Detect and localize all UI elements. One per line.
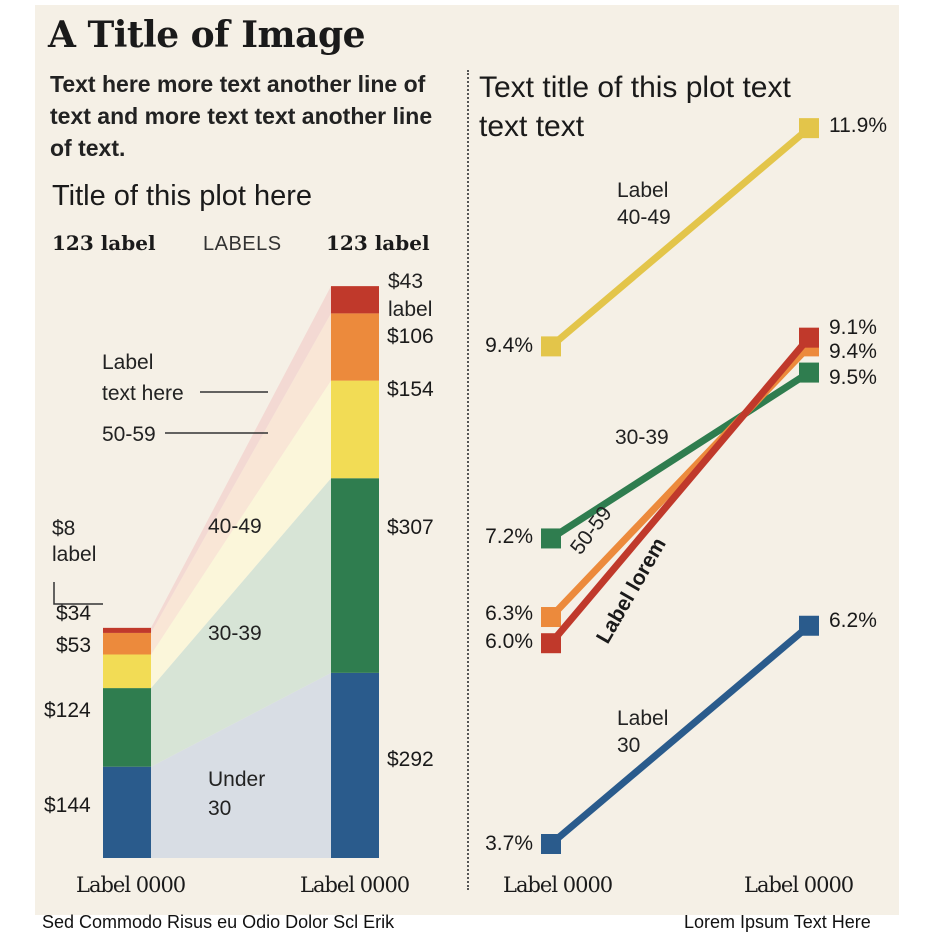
bar-segment xyxy=(103,766,151,858)
series-value-label: 9.5% xyxy=(829,366,877,389)
right-x-label-0: Label 0000 xyxy=(503,873,613,897)
series-value-label: 3.7% xyxy=(485,832,533,855)
bar-value-label: $34 xyxy=(56,602,91,625)
bar-segment xyxy=(331,286,379,314)
labels-header: LABELS xyxy=(203,233,282,255)
bar-segment xyxy=(103,654,151,689)
band-connector xyxy=(151,286,331,633)
series-value-label: 6.2% xyxy=(829,609,877,632)
series-value-label: 7.2% xyxy=(485,525,533,548)
left-plot-title: Title of this plot here xyxy=(52,180,313,212)
series-marker xyxy=(799,327,819,348)
bar-segment xyxy=(103,632,151,655)
series-value-label: 9.1% xyxy=(829,316,877,339)
annotation-50-59: 50-59 xyxy=(102,423,156,446)
series-marker xyxy=(541,607,561,628)
band-label-under-30: Under 30 xyxy=(208,768,266,820)
bar-segment xyxy=(331,478,379,673)
footer-left: Sed Commodo Risus eu Odio Dolor Scl Erik xyxy=(42,912,395,932)
bar-value-label: $53 xyxy=(56,634,91,657)
bar-value-label: $106 xyxy=(387,325,434,348)
series-line xyxy=(549,369,811,542)
annotation-label-text: Label text here xyxy=(102,351,184,405)
bar-value-label: $144 xyxy=(44,794,91,817)
footer-right: Lorem Ipsum Text Here xyxy=(684,912,871,932)
band-label-40-49: 40-49 xyxy=(208,515,262,538)
page-title: A Title of Image xyxy=(48,14,366,56)
series-value-label: 9.4% xyxy=(829,340,877,363)
series-line xyxy=(548,125,812,350)
left-x-label-0: Label 0000 xyxy=(76,873,186,897)
bar-value-label: $307 xyxy=(387,516,434,539)
bar-value-label: $124 xyxy=(44,699,91,722)
series-marker xyxy=(541,336,561,357)
series-label-under-30: Label 30 xyxy=(617,707,669,757)
series-value-label: 9.4% xyxy=(485,334,533,357)
band-connector xyxy=(151,672,331,858)
left-bar-header: 123 label xyxy=(52,231,156,255)
series-marker xyxy=(799,615,819,636)
bar-segment xyxy=(331,313,379,381)
series-marker xyxy=(541,834,561,854)
series-label-30-39: 30-39 xyxy=(615,426,669,449)
bar-segment xyxy=(103,627,151,633)
band-label-30-39: 30-39 xyxy=(208,622,262,645)
series-marker xyxy=(541,633,561,654)
right-plot-title: Text title of this plot text text text xyxy=(479,71,791,143)
bar-segment xyxy=(331,380,379,479)
right-bar-header: 123 label xyxy=(326,231,430,255)
series-value-label: 11.9% xyxy=(829,114,887,137)
series-marker xyxy=(799,362,819,383)
series-marker xyxy=(799,118,819,139)
series-line xyxy=(548,623,812,847)
right-x-label-1: Label 0000 xyxy=(744,873,854,897)
band-connector xyxy=(151,478,331,767)
series-value-label: 6.3% xyxy=(485,602,533,625)
annotation-43-label: $43 label xyxy=(388,270,433,321)
annotation-8-label: $8 label xyxy=(52,517,97,566)
series-line xyxy=(548,335,812,646)
series-value-label: 6.0% xyxy=(485,630,533,653)
leader-line xyxy=(53,582,103,605)
left-x-label-1: Label 0000 xyxy=(300,873,410,897)
bar-segment xyxy=(103,688,151,767)
panel-divider xyxy=(467,70,469,890)
intro-text: Text here more text another line of text… xyxy=(50,71,433,161)
band-connector xyxy=(151,380,331,689)
band-connector xyxy=(151,313,331,655)
series-marker xyxy=(541,528,561,549)
bar-value-label: $154 xyxy=(387,378,434,401)
bar-value-label: $292 xyxy=(387,748,434,771)
bar-segment xyxy=(331,672,379,858)
series-label-40-49: Label 40-49 xyxy=(617,179,671,229)
